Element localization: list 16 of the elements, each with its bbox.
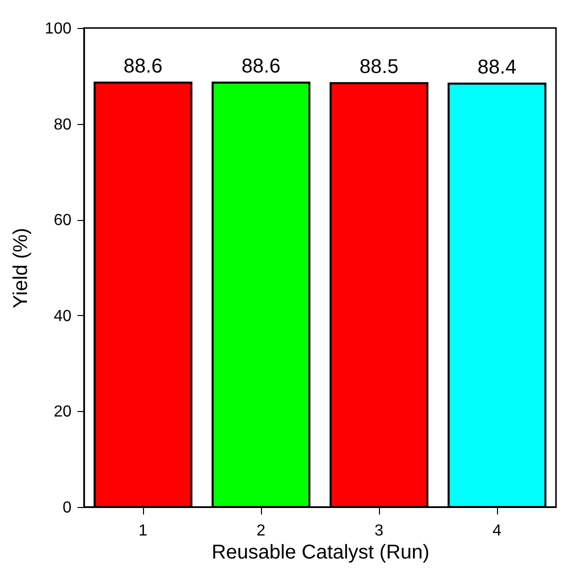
x-axis-title: Reusable Catalyst (Run) — [212, 542, 430, 564]
y-tick-label: 60 — [54, 212, 72, 230]
y-axis-title: Yield (%) — [10, 228, 32, 308]
y-tick-label: 40 — [54, 308, 72, 325]
y-tick-label: 100 — [44, 20, 72, 38]
data-label: 88.6 — [242, 56, 280, 78]
y-tick-label: 0 — [62, 500, 72, 516]
data-label: 88.6 — [124, 56, 162, 78]
y-tick-label: 20 — [54, 404, 72, 421]
x-tick-label: 1 — [138, 522, 148, 540]
x-tick-label: 2 — [256, 522, 266, 540]
x-tick-label: 4 — [492, 522, 502, 540]
y-tick-label: 80 — [54, 116, 72, 134]
data-label: 88.4 — [478, 56, 516, 79]
x-tick-label: 3 — [374, 522, 384, 540]
data-label: 88.5 — [360, 56, 398, 78]
